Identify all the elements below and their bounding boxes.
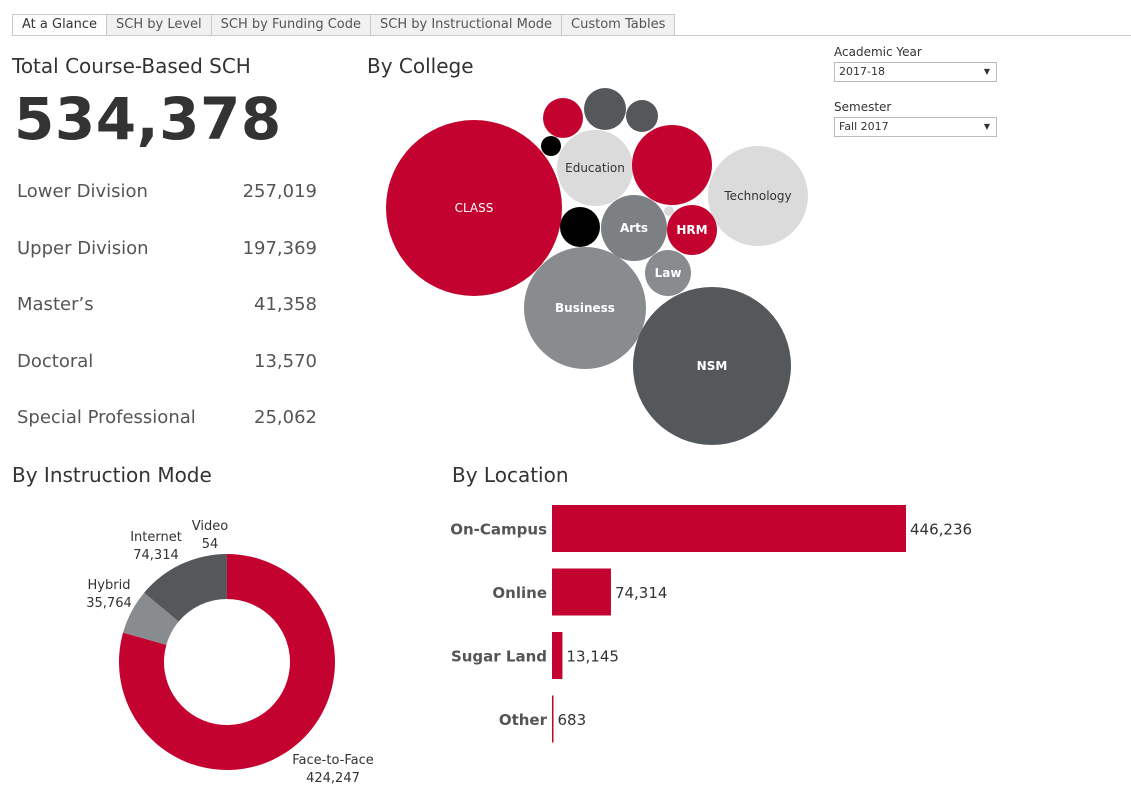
semester-value: Fall 2017 (839, 120, 889, 133)
level-list: Lower Division 257,019 Upper Division 197,… (17, 170, 317, 453)
level-row: Lower Division 257,019 (17, 170, 317, 227)
college-bubble-chart: CLASS Education Technology Arts HRM Law Busine… (386, 88, 808, 445)
academic-year-filter: Academic Year 2017-18 ▼ (834, 45, 997, 82)
level-label: Lower Division (17, 181, 148, 202)
level-value: 41,358 (254, 294, 317, 315)
bubble-label: Technology (723, 189, 791, 203)
level-label: Doctoral (17, 350, 94, 372)
bar-online[interactable] (552, 568, 611, 616)
instruction-mode-donut: Face-to-Face 424,247 Hybrid 35,764 Internet 7… (86, 519, 373, 786)
bubble-label: NSM (697, 359, 728, 373)
level-label: Upper Division (17, 237, 149, 259)
level-label: Special Professional (17, 407, 196, 428)
donut-label-name: Video (192, 519, 228, 534)
donut-label-value: 35,764 (86, 596, 132, 611)
donut-label-name: Hybrid (88, 578, 131, 593)
bubble-arts[interactable] (601, 195, 667, 261)
bubble-education[interactable] (557, 130, 633, 206)
donut-label-value: 54 (202, 537, 219, 552)
level-row: Upper Division 197,369 (17, 227, 317, 284)
bar-on-campus[interactable] (552, 505, 906, 552)
bar-category-label: Online (492, 584, 547, 602)
bubble-unlabeled[interactable] (632, 125, 712, 205)
bubble-label: HRM (676, 223, 707, 237)
bubble-unlabeled[interactable] (541, 136, 561, 156)
tab-sch-by-funding-code[interactable]: SCH by Funding Code (210, 14, 370, 36)
instruction-mode-title: By Instruction Mode (12, 463, 212, 487)
bubble-label: Education (565, 161, 625, 175)
level-value: 25,062 (254, 407, 317, 428)
bar-value-label: 74,314 (615, 584, 668, 602)
level-value: 197,369 (242, 237, 317, 259)
bubble-law[interactable] (645, 250, 691, 296)
bubble-unlabeled[interactable] (543, 98, 583, 138)
semester-label: Semester (834, 100, 892, 114)
semester-select[interactable]: Fall 2017 ▼ (834, 117, 997, 137)
bar-category-label: Sugar Land (451, 648, 547, 666)
tab-custom-tables[interactable]: Custom Tables (561, 14, 676, 36)
level-value: 13,570 (254, 350, 317, 372)
tab-divider (12, 35, 1131, 36)
level-value: 257,019 (242, 181, 317, 202)
bubble-unlabeled[interactable] (584, 88, 626, 130)
bar-category-label: Other (499, 711, 548, 729)
bubble-nsm[interactable] (633, 287, 791, 445)
bar-category-label: On-Campus (450, 521, 547, 539)
location-title: By Location (452, 463, 569, 487)
location-bar-chart: On-Campus 446,236 Online 74,314 Sugar Land 13… (450, 505, 972, 743)
donut-slice-face-to-face[interactable] (119, 554, 335, 770)
level-row: Doctoral 13,570 (17, 340, 317, 397)
tab-bar: At a Glance SCH by Level SCH by Funding … (12, 14, 676, 36)
bubble-label: Law (655, 266, 682, 280)
donut-slice-internet[interactable] (144, 554, 227, 622)
academic-year-label: Academic Year (834, 45, 922, 59)
level-row: Master’s 41,358 (17, 283, 317, 340)
bar-other[interactable] (552, 695, 554, 743)
bubble-unlabeled[interactable] (664, 206, 674, 216)
bubble-label: Arts (620, 221, 648, 235)
bar-sugar-land[interactable] (552, 632, 563, 679)
chevron-down-icon: ▼ (983, 122, 990, 131)
donut-label-value: 74,314 (133, 548, 179, 563)
bubble-label: Business (555, 301, 615, 315)
donut-label-value: 424,247 (306, 771, 360, 786)
donut-label-name: Face-to-Face (292, 753, 373, 768)
by-college-title: By College (367, 54, 474, 78)
academic-year-select[interactable]: 2017-18 ▼ (834, 62, 997, 82)
level-label: Master’s (17, 294, 94, 315)
semester-filter: Semester Fall 2017 ▼ (834, 100, 997, 137)
bubble-hrm[interactable] (667, 205, 717, 255)
bubble-unlabeled[interactable] (560, 207, 600, 247)
bubble-technology[interactable] (708, 146, 808, 246)
tab-sch-by-instructional-mode[interactable]: SCH by Instructional Mode (370, 14, 562, 36)
level-row: Special Professional 25,062 (17, 396, 317, 453)
chevron-down-icon: ▼ (983, 67, 990, 76)
bar-value-label: 446,236 (910, 521, 972, 539)
total-sch-title: Total Course-Based SCH (12, 54, 251, 78)
bubble-label: CLASS (455, 201, 494, 215)
academic-year-value: 2017-18 (839, 65, 885, 78)
bar-value-label: 683 (558, 711, 587, 729)
donut-label-name: Internet (130, 530, 182, 545)
total-sch-value: 534,378 (14, 85, 282, 153)
bubble-class[interactable] (386, 120, 562, 296)
donut-slice-hybrid[interactable] (123, 592, 179, 645)
bar-value-label: 13,145 (566, 648, 619, 666)
bubble-unlabeled[interactable] (626, 100, 658, 132)
bubble-business[interactable] (524, 247, 646, 369)
